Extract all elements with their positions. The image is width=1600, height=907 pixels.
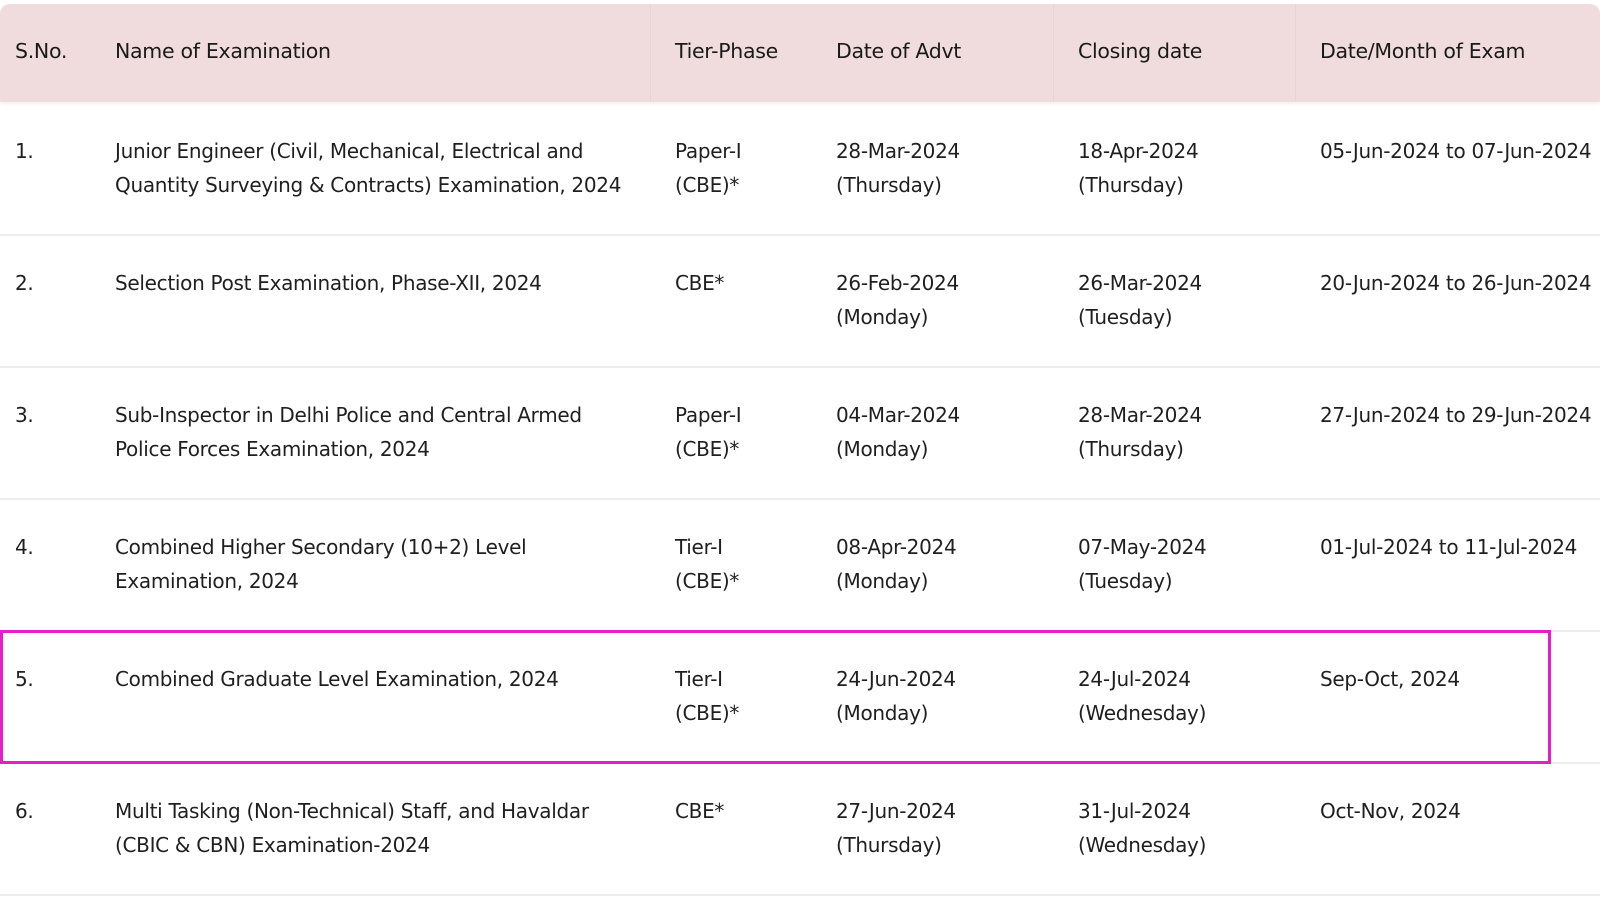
row-exam-date: Sep-Oct, 2024: [1320, 667, 1460, 691]
row-advt-date: 27-Jun-2024 (Thursday): [836, 794, 956, 862]
row-advt-date: 24-Jun-2024 (Monday): [836, 662, 956, 730]
row-closing-date: 24-Jul-2024 (Wednesday): [1078, 662, 1206, 730]
row-advt-date: 04-Mar-2024 (Monday): [836, 398, 960, 466]
row-closing-line: 18-Apr-2024: [1078, 139, 1199, 163]
row-closing-line: (Wednesday): [1078, 701, 1207, 725]
row-exam-name: Combined Higher Secondary (10+2) Level E…: [115, 530, 527, 598]
row-closing-line: (Tuesday): [1078, 305, 1173, 329]
row-exam-name-line: Sub-Inspector in Delhi Police and Centra…: [115, 403, 582, 427]
row-exam-name-line: Selection Post Examination, Phase-XII, 2…: [115, 271, 542, 295]
header-advt: Date of Advt: [836, 39, 962, 63]
row-tier-line: (CBE)*: [675, 437, 740, 461]
header-name: Name of Examination: [115, 39, 331, 63]
row-closing-line: 24-Jul-2024: [1078, 667, 1191, 691]
row-closing-line: 26-Mar-2024: [1078, 271, 1202, 295]
row-sno: 5.: [15, 667, 34, 691]
row-closing-line: (Wednesday): [1078, 833, 1207, 857]
row-exam-date: 20-Jun-2024 to 26-Jun-2024: [1320, 271, 1592, 295]
row-advt-line: 08-Apr-2024: [836, 535, 957, 559]
row-exam-name-line: Quantity Surveying & Contracts) Examinat…: [115, 173, 622, 197]
row-advt-line: (Monday): [836, 701, 929, 725]
table-row: 4. Combined Higher Secondary (10+2) Leve…: [0, 500, 1600, 632]
header-separator: [650, 4, 651, 102]
row-exam-name-line: Examination, 2024: [115, 569, 299, 593]
row-tier-phase: Tier-I (CBE)*: [675, 530, 739, 598]
table-header-row: [0, 4, 1600, 102]
row-sno: 2.: [15, 271, 34, 295]
row-closing-date: 31-Jul-2024 (Wednesday): [1078, 794, 1206, 862]
row-tier-phase: Tier-I (CBE)*: [675, 662, 739, 730]
row-closing-line: (Thursday): [1078, 173, 1184, 197]
row-exam-name-line: Combined Higher Secondary (10+2) Level: [115, 535, 527, 559]
row-closing-date: 18-Apr-2024 (Thursday): [1078, 134, 1199, 202]
header-tier: Tier-Phase: [675, 39, 778, 63]
row-closing-line: (Tuesday): [1078, 569, 1173, 593]
header-closing: Closing date: [1078, 39, 1203, 63]
row-tier-line: Paper-I: [675, 403, 742, 427]
row-closing-date: 28-Mar-2024 (Thursday): [1078, 398, 1202, 466]
row-exam-name: Selection Post Examination, Phase-XII, 2…: [115, 266, 542, 300]
row-advt-date: 28-Mar-2024 (Thursday): [836, 134, 960, 202]
row-sno: 3.: [15, 403, 34, 427]
row-advt-line: 28-Mar-2024: [836, 139, 960, 163]
row-exam-date: 05-Jun-2024 to 07-Jun-2024: [1320, 139, 1592, 163]
row-closing-line: (Thursday): [1078, 437, 1184, 461]
row-exam-name-line: Multi Tasking (Non-Technical) Staff, and…: [115, 799, 589, 823]
row-advt-date: 08-Apr-2024 (Monday): [836, 530, 957, 598]
row-tier-phase: Paper-I (CBE)*: [675, 398, 742, 466]
row-tier-line: CBE*: [675, 271, 725, 295]
row-closing-line: 31-Jul-2024: [1078, 799, 1191, 823]
row-tier-line: CBE*: [675, 799, 725, 823]
row-exam-name-line: Junior Engineer (Civil, Mechanical, Elec…: [115, 139, 584, 163]
row-tier-line: Paper-I: [675, 139, 742, 163]
row-exam-name-line: (CBIC & CBN) Examination-2024: [115, 833, 430, 857]
row-closing-line: 07-May-2024: [1078, 535, 1207, 559]
row-exam-date: 01-Jul-2024 to 11-Jul-2024: [1320, 535, 1578, 559]
table-row: 1. Junior Engineer (Civil, Mechanical, E…: [0, 104, 1600, 236]
table-row: 3. Sub-Inspector in Delhi Police and Cen…: [0, 368, 1600, 500]
table-row: 2. Selection Post Examination, Phase-XII…: [0, 236, 1600, 368]
row-exam-date: 27-Jun-2024 to 29-Jun-2024: [1320, 403, 1592, 427]
header-separator: [1295, 4, 1296, 102]
row-advt-line: (Monday): [836, 437, 929, 461]
row-advt-line: 24-Jun-2024: [836, 667, 956, 691]
row-tier-line: Tier-I: [675, 667, 723, 691]
row-tier-phase: Paper-I (CBE)*: [675, 134, 742, 202]
row-advt-line: (Thursday): [836, 833, 942, 857]
row-tier-line: (CBE)*: [675, 569, 740, 593]
row-exam-name: Multi Tasking (Non-Technical) Staff, and…: [115, 794, 589, 862]
table-row-highlighted: 5. Combined Graduate Level Examination, …: [0, 632, 1600, 764]
row-exam-name: Combined Graduate Level Examination, 202…: [115, 662, 559, 696]
row-closing-date: 26-Mar-2024 (Tuesday): [1078, 266, 1202, 334]
header-separator: [1053, 4, 1054, 102]
row-tier-line: Tier-I: [675, 535, 723, 559]
row-advt-date: 26-Feb-2024 (Monday): [836, 266, 959, 334]
row-sno: 6.: [15, 799, 34, 823]
row-tier-line: (CBE)*: [675, 173, 740, 197]
row-closing-date: 07-May-2024 (Tuesday): [1078, 530, 1207, 598]
header-exam: Date/Month of Exam: [1320, 39, 1526, 63]
row-advt-line: 04-Mar-2024: [836, 403, 960, 427]
row-advt-line: 26-Feb-2024: [836, 271, 959, 295]
row-exam-name: Sub-Inspector in Delhi Police and Centra…: [115, 398, 582, 466]
row-advt-line: 27-Jun-2024: [836, 799, 956, 823]
row-tier-phase: CBE*: [675, 266, 724, 300]
row-advt-line: (Thursday): [836, 173, 942, 197]
row-exam-name-line: Combined Graduate Level Examination, 202…: [115, 667, 559, 691]
row-tier-phase: CBE*: [675, 794, 724, 828]
table-row: 6. Multi Tasking (Non-Technical) Staff, …: [0, 764, 1600, 896]
row-advt-line: (Monday): [836, 569, 929, 593]
row-closing-line: 28-Mar-2024: [1078, 403, 1202, 427]
row-sno: 1.: [15, 139, 34, 163]
row-tier-line: (CBE)*: [675, 701, 740, 725]
row-advt-line: (Monday): [836, 305, 929, 329]
row-exam-date: Oct-Nov, 2024: [1320, 799, 1461, 823]
row-exam-name: Junior Engineer (Civil, Mechanical, Elec…: [115, 134, 621, 202]
row-sno: 4.: [15, 535, 34, 559]
row-exam-name-line: Police Forces Examination, 2024: [115, 437, 430, 461]
header-sno: S.No.: [15, 39, 68, 63]
